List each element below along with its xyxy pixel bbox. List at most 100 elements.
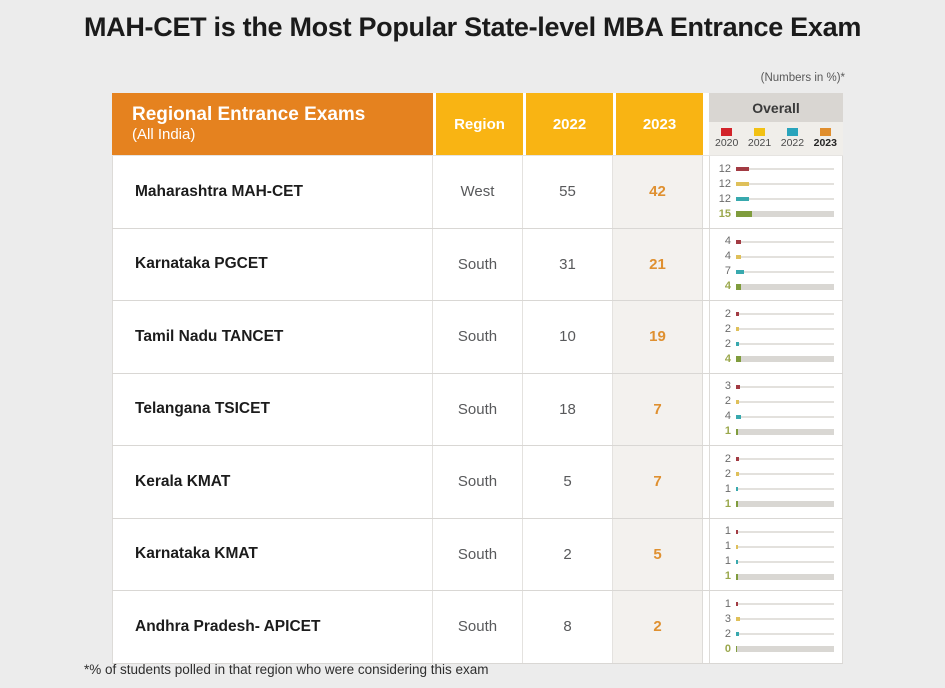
mini-bar bbox=[736, 487, 738, 492]
overall-mini-chart: 3 2 4 1 bbox=[709, 373, 843, 445]
legend-label-2021: 2021 bbox=[747, 137, 772, 149]
legend-swatch-2022 bbox=[786, 128, 798, 136]
table-row: Telangana TSICET South 18 7 3 2 4 1 bbox=[112, 373, 843, 446]
legend-swatch-2021 bbox=[754, 128, 766, 136]
mini-bar-track bbox=[749, 183, 834, 186]
table-body: Maharashtra MAH-CET West 55 42 12 12 12 15 Karna… bbox=[112, 155, 843, 664]
mini-bar-row-2023: 1 bbox=[712, 497, 834, 512]
mini-bar-row-2020: 4 bbox=[712, 234, 834, 249]
table-row: Kerala KMAT South 5 7 2 2 1 1 bbox=[112, 446, 843, 519]
mini-bar bbox=[736, 501, 738, 508]
value-2023-cell: 7 bbox=[613, 373, 703, 445]
mini-bar-track bbox=[739, 473, 834, 476]
mini-bar-value: 2 bbox=[724, 467, 731, 480]
column-gap bbox=[703, 446, 709, 518]
mini-bar-track bbox=[740, 385, 834, 388]
mini-bar-value: 12 bbox=[718, 192, 731, 205]
mini-bar-row-2020: 2 bbox=[712, 452, 834, 467]
table-row: Tamil Nadu TANCET South 10 19 2 2 2 4 bbox=[112, 301, 843, 374]
mini-bar bbox=[736, 239, 741, 244]
mini-bar-row-2021: 2 bbox=[712, 394, 834, 409]
mini-bar-value: 4 bbox=[724, 410, 731, 423]
overall-header-label: Overall bbox=[709, 93, 843, 122]
page-title: MAH-CET is the Most Popular State-level … bbox=[83, 12, 862, 42]
mini-bar bbox=[736, 269, 744, 274]
mini-bar-row-2022: 1 bbox=[712, 554, 834, 569]
legend-label-2023: 2023 bbox=[813, 137, 837, 149]
overall-mini-chart: 4 4 7 4 bbox=[709, 228, 843, 300]
exam-table: Regional Entrance Exams (All India) Regi… bbox=[112, 93, 843, 664]
region-cell: West bbox=[433, 156, 523, 228]
mini-bar bbox=[736, 167, 749, 172]
mini-bar-value: 4 bbox=[724, 280, 731, 293]
mini-bar-track bbox=[738, 501, 834, 508]
legend-item-2020: 2020 bbox=[715, 128, 738, 149]
mini-bar-row-2023: 15 bbox=[712, 207, 834, 222]
mini-bar-value: 4 bbox=[724, 352, 731, 365]
mini-bar-row-2021: 4 bbox=[712, 249, 834, 264]
legend-label-2020: 2020 bbox=[715, 137, 739, 149]
value-2022-cell: 31 bbox=[523, 228, 613, 300]
mini-bar-row-2023: 1 bbox=[712, 424, 834, 439]
mini-bar-row-2020: 3 bbox=[712, 379, 834, 394]
mini-bar bbox=[736, 342, 739, 347]
mini-bar-value: 1 bbox=[724, 497, 731, 510]
exam-name-cell: Tamil Nadu TANCET bbox=[112, 301, 433, 373]
region-cell: South bbox=[433, 373, 523, 445]
mini-bar-track bbox=[738, 603, 834, 606]
mini-bar-row-2021: 12 bbox=[712, 177, 834, 192]
mini-bar-value: 3 bbox=[724, 612, 731, 625]
overall-mini-chart: 1 3 2 0 bbox=[709, 591, 843, 663]
mini-bar-row-2021: 1 bbox=[712, 539, 834, 554]
mini-bar-value: 3 bbox=[724, 380, 731, 393]
mini-bar bbox=[736, 327, 739, 332]
exam-name-cell: Karnataka KMAT bbox=[112, 518, 433, 590]
mini-bar bbox=[736, 559, 738, 564]
region-cell: South bbox=[433, 591, 523, 663]
mini-bar-track bbox=[738, 488, 834, 491]
mini-bar-track bbox=[738, 560, 834, 563]
mini-bar bbox=[736, 254, 741, 259]
mini-bar bbox=[736, 457, 739, 462]
mini-bar-value: 15 bbox=[718, 207, 731, 220]
overall-mini-chart: 2 2 1 1 bbox=[709, 446, 843, 518]
mini-bar-track bbox=[741, 240, 834, 243]
mini-bar bbox=[736, 428, 738, 435]
value-2022-cell: 10 bbox=[523, 301, 613, 373]
column-header-2022: 2022 bbox=[523, 93, 613, 155]
mini-bar-row-2023: 1 bbox=[712, 569, 834, 584]
mini-bar-row-2022: 7 bbox=[712, 264, 834, 279]
mini-bar-track bbox=[739, 400, 834, 403]
mini-bar bbox=[736, 529, 738, 534]
mini-bar bbox=[736, 414, 741, 419]
region-cell: South bbox=[433, 228, 523, 300]
mini-bar-value: 1 bbox=[724, 555, 731, 568]
column-header-overall: Overall 2020 2021 2022 2023 bbox=[709, 93, 843, 155]
column-header-2023: 2023 bbox=[613, 93, 703, 155]
mini-bar-track bbox=[744, 270, 834, 273]
mini-bar-track bbox=[741, 356, 834, 363]
column-gap bbox=[703, 228, 709, 300]
mini-bar-value: 1 bbox=[724, 425, 731, 438]
mini-bar-track bbox=[741, 255, 834, 258]
legend-item-2022: 2022 bbox=[781, 128, 804, 149]
region-cell: South bbox=[433, 446, 523, 518]
mini-bar bbox=[736, 356, 741, 363]
mini-bar-value: 2 bbox=[724, 307, 731, 320]
mini-bar-row-2022: 12 bbox=[712, 192, 834, 207]
mini-bar-value: 1 bbox=[724, 482, 731, 495]
mini-bar-value: 1 bbox=[724, 570, 731, 583]
column-gap bbox=[703, 373, 709, 445]
table-header-row: Regional Entrance Exams (All India) Regi… bbox=[112, 93, 843, 155]
column-header-exams-title: Regional Entrance Exams bbox=[132, 104, 366, 125]
mini-bar-value: 2 bbox=[724, 395, 731, 408]
value-2023-cell: 7 bbox=[613, 446, 703, 518]
exam-name-cell: Telangana TSICET bbox=[112, 373, 433, 445]
value-2022-cell: 2 bbox=[523, 518, 613, 590]
mini-bar-row-2020: 1 bbox=[712, 597, 834, 612]
mini-bar bbox=[736, 472, 739, 477]
value-2022-cell: 8 bbox=[523, 591, 613, 663]
legend-swatch-2023 bbox=[819, 128, 831, 136]
mini-bar-row-2021: 2 bbox=[712, 322, 834, 337]
mini-bar-row-2022: 2 bbox=[712, 627, 834, 642]
